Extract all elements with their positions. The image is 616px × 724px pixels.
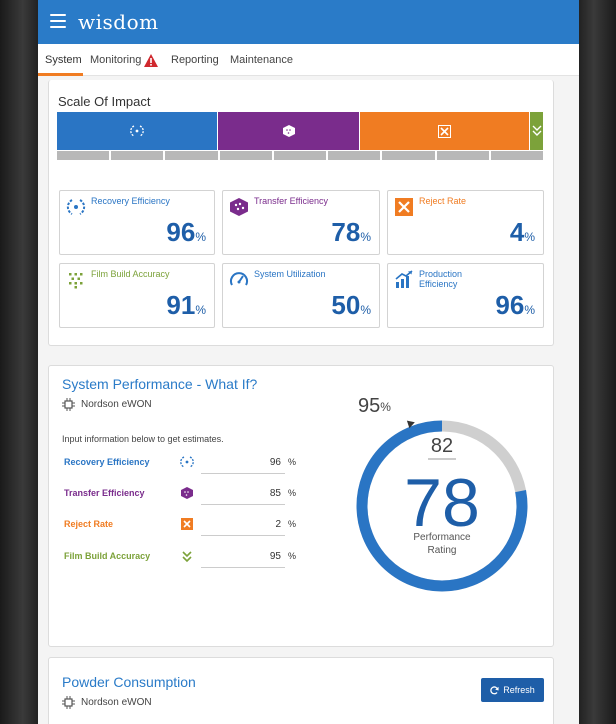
device-name: Nordson eWON (81, 697, 152, 708)
chip-icon (62, 398, 75, 411)
unit-label: % (288, 457, 297, 467)
main-tabs: System Monitoring Reporting Maintenance (38, 44, 579, 76)
scale-segment-recovery (57, 112, 217, 150)
metric-value: 4% (509, 217, 535, 247)
what-if-row-reject: Reject Rate % (62, 514, 302, 536)
scale-segment-reject (360, 112, 529, 150)
film-build-accuracy-icon (69, 273, 83, 289)
gauge-label-line2: Rating (428, 545, 457, 556)
metric-value: 50% (331, 290, 371, 320)
refresh-icon (490, 685, 499, 694)
scale-tick (219, 151, 272, 160)
scale-tick (328, 151, 381, 160)
gauge-label-line1: Performance (413, 532, 471, 543)
film-build-icon (532, 125, 541, 136)
device-name: Nordson eWON (81, 399, 152, 410)
row-label: Recovery Efficiency (64, 457, 150, 467)
scale-tick (273, 151, 327, 160)
recovery-icon (180, 456, 194, 468)
what-if-row-transfer: Transfer Efficiency % (62, 483, 302, 505)
unit-label: % (288, 488, 297, 498)
active-tab-indicator (38, 73, 83, 76)
gauge-fill (356, 420, 528, 592)
scale-tick (111, 151, 164, 160)
metric-recovery-efficiency[interactable]: Recovery Efficiency 96% (59, 190, 215, 255)
what-if-card (48, 365, 554, 647)
metric-label: Film Build Accuracy (91, 269, 170, 279)
metric-label: Production Efficiency (419, 269, 463, 289)
tab-maintenance[interactable]: Maintenance (230, 54, 293, 66)
reject-icon (438, 124, 451, 138)
transfer-efficiency-input[interactable] (201, 483, 285, 505)
chip-icon (62, 696, 75, 709)
recovery-icon (130, 125, 144, 137)
scale-of-impact-title: Scale Of Impact (58, 94, 151, 109)
unit-label: % (288, 519, 297, 529)
app-logo: wisdom (78, 10, 159, 34)
app-screen: wisdom System Monitoring Reporting Maint… (38, 0, 579, 724)
gauge-previous-value: 82 (431, 435, 453, 457)
scale-segment-film-build (530, 112, 543, 150)
row-label: Reject Rate (64, 519, 114, 529)
scale-tick (165, 151, 218, 160)
hamburger-menu-icon[interactable] (50, 14, 66, 28)
reject-rate-icon (395, 198, 413, 216)
tab-system[interactable]: System (45, 54, 82, 66)
film-build-icon (182, 551, 192, 563)
reject-rate-input[interactable] (201, 514, 285, 536)
metric-label: Recovery Efficiency (91, 196, 170, 206)
device-bezel-right (579, 0, 616, 724)
metric-reject-rate[interactable]: Reject Rate 4% (387, 190, 544, 255)
transfer-efficiency-icon (230, 198, 248, 216)
what-if-row-film-build: Film Build Accuracy % (62, 546, 302, 568)
row-label: Film Build Accuracy (64, 551, 151, 561)
transfer-icon (181, 487, 193, 499)
gauge-target-value: 95% (358, 395, 391, 417)
metric-transfer-efficiency[interactable]: Transfer Efficiency 78% (222, 190, 380, 255)
metric-film-build-accuracy[interactable]: Film Build Accuracy 91% (59, 263, 215, 328)
device-bezel-left (0, 0, 38, 724)
metric-value: 96% (166, 217, 206, 247)
gauge-target-marker (406, 420, 415, 429)
scale-segment-transfer (218, 112, 359, 150)
recovery-efficiency-input[interactable] (201, 452, 285, 474)
film-build-accuracy-input[interactable] (201, 546, 285, 568)
row-label: Transfer Efficiency (64, 488, 145, 498)
gauge-rating-value: 78 (404, 465, 480, 541)
performance-gauge: 95% 82 78 Performance Rating (356, 395, 528, 592)
unit-label: % (288, 551, 297, 561)
scale-tick (490, 151, 543, 160)
scale-tick (382, 151, 435, 160)
what-if-row-recovery: Recovery Efficiency % (62, 452, 302, 474)
system-utilization-icon (230, 272, 248, 286)
tab-monitoring[interactable]: Monitoring (90, 54, 142, 66)
metric-value: 78% (331, 217, 371, 247)
scale-tick (57, 151, 110, 160)
powder-consumption-card (48, 657, 554, 724)
metric-label: System Utilization (254, 269, 326, 279)
what-if-hint: Input information below to get estimates… (62, 434, 224, 444)
recovery-efficiency-icon (66, 199, 86, 215)
warning-icon (144, 54, 158, 67)
refresh-label: Refresh (503, 685, 535, 695)
production-efficiency-icon (395, 270, 413, 288)
scale-tick (436, 151, 489, 160)
metric-system-utilization[interactable]: System Utilization 50% (222, 263, 380, 328)
powder-consumption-title: Powder Consumption (62, 674, 196, 690)
top-bar: wisdom (38, 0, 579, 44)
metric-value: 96% (495, 290, 535, 320)
transfer-icon (282, 125, 295, 137)
metric-production-efficiency[interactable]: Production Efficiency 96% (387, 263, 544, 328)
reject-icon (181, 518, 193, 530)
metric-label: Reject Rate (419, 196, 467, 206)
metric-value: 91% (166, 290, 206, 320)
tab-reporting[interactable]: Reporting (171, 54, 219, 66)
what-if-title: System Performance - What If? (62, 376, 258, 392)
refresh-button[interactable]: Refresh (481, 678, 544, 702)
metric-label: Transfer Efficiency (254, 196, 329, 206)
